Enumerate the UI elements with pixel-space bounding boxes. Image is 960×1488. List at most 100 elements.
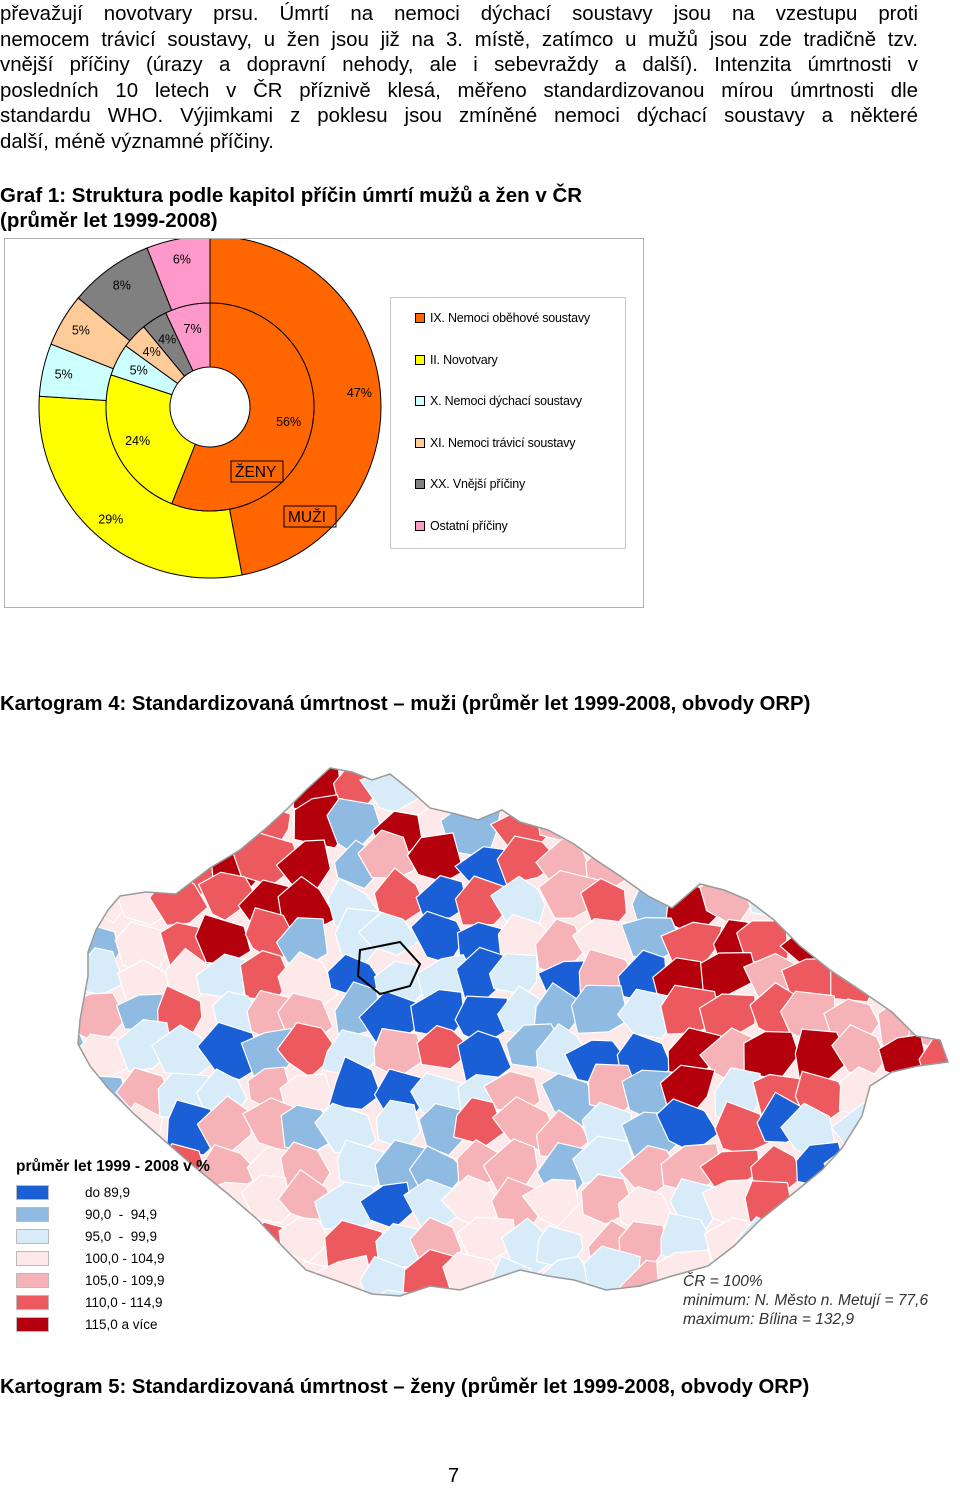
orp-district (36, 844, 93, 891)
orp-district (831, 1181, 880, 1228)
orp-district (195, 802, 252, 847)
orp-district (410, 1299, 464, 1344)
orp-district (831, 953, 875, 1002)
orp-district (403, 750, 453, 775)
orp-district (758, 750, 804, 774)
map-legend-label: 90,0 - 94,9 (85, 1207, 157, 1222)
orp-district (904, 878, 960, 927)
orp-district (577, 1303, 633, 1344)
data-label: 24% (125, 434, 150, 448)
orp-district (618, 790, 675, 847)
orp-district (923, 760, 960, 811)
map-note: ČR = 100% minimum: N. Město n. Metují = … (683, 1272, 928, 1329)
data-label: 4% (143, 345, 161, 359)
map-note-line: minimum: N. Město n. Metují = 77,6 (683, 1291, 928, 1310)
orp-district (700, 767, 761, 819)
map-legend-label: do 89,9 (85, 1185, 130, 1200)
orp-district (485, 767, 549, 814)
orp-district (863, 874, 913, 921)
legend-label: X. Nemoci dýchací soustavy (430, 394, 582, 408)
orp-district (823, 839, 886, 888)
map-legend-swatch (16, 1273, 49, 1288)
map-legend-label: 105,0 - 109,9 (85, 1273, 165, 1288)
legend-label: IX. Nemoci oběhové soustavy (430, 311, 590, 325)
paragraph-line: standardu WHO. Výjimkami z poklesu jsou … (0, 104, 918, 130)
orp-district (374, 750, 425, 765)
orp-district (114, 806, 163, 855)
graph1-title-line1: Graf 1: Struktura podle kapitol příčin ú… (0, 183, 582, 208)
orp-district (781, 802, 836, 852)
orp-district (362, 1290, 424, 1344)
map-legend-swatch (16, 1251, 49, 1266)
orp-district (875, 796, 933, 847)
data-label: 8% (113, 279, 131, 293)
orp-district (279, 1308, 341, 1348)
orp-district (21, 1111, 74, 1158)
legend-item: II. Novotvary (415, 353, 498, 367)
orp-district (783, 836, 838, 888)
orp-district (253, 750, 307, 782)
orp-district (113, 763, 166, 815)
paragraph-line: vnější příčiny (úrazy a dopravní nehody,… (0, 53, 918, 79)
orp-district (36, 917, 89, 967)
orp-district (164, 750, 222, 777)
orp-district (785, 1216, 843, 1273)
chart-legend: IX. Nemoci oběhové soustavy II. Novotvary… (390, 297, 626, 549)
orp-district (745, 804, 808, 854)
orp-district (699, 750, 755, 776)
legend-label: XX. Vnější příčiny (430, 477, 525, 491)
legend-label: Ostatní příčiny (430, 519, 508, 533)
orp-district (114, 750, 182, 769)
map-legend-label: 110,0 - 114,9 (85, 1295, 163, 1310)
map-legend-swatch (16, 1317, 49, 1332)
kartogram4-title: Kartogram 4: Standardizovaná úmrtnost – … (0, 692, 810, 717)
orp-district (277, 750, 331, 777)
orp-district (19, 999, 86, 1050)
orp-district (485, 1296, 544, 1349)
legend-label: II. Novotvary (430, 353, 498, 367)
paragraph-line: další, méně významné příčiny. (0, 130, 918, 156)
map-legend-swatch (16, 1185, 49, 1200)
orp-district (837, 764, 896, 811)
map-legend-label: 95,0 - 99,9 (85, 1229, 157, 1244)
data-label: 7% (184, 322, 202, 336)
orp-district (796, 875, 852, 927)
orp-district (906, 1102, 960, 1147)
orp-district (878, 1216, 922, 1266)
map-legend-item: 100,0 - 104,9 (16, 1247, 210, 1269)
paragraph-line: nemocem trávicí soustavy, u žen jsou již… (0, 28, 918, 54)
orp-district (748, 835, 797, 882)
legend-item: XI. Nemoci trávicí soustavy (415, 436, 575, 450)
data-label: 56% (276, 415, 301, 429)
orp-district (585, 775, 639, 818)
orp-district (653, 750, 712, 767)
orp-district (203, 1254, 270, 1305)
series-label-text: MUŽI (288, 509, 326, 526)
legend-label: XI. Nemoci trávicí soustavy (430, 436, 575, 450)
orp-district (235, 1293, 296, 1334)
orp-district (668, 806, 718, 855)
orp-district (34, 955, 89, 1014)
orp-district (916, 1148, 960, 1197)
map-legend-swatch (16, 1295, 49, 1310)
body-paragraph: převažují novotvary prsu. Úmrtí na nemoc… (0, 2, 918, 155)
series-label-zeny: ŽENY (231, 461, 283, 482)
orp-district (423, 761, 471, 808)
data-label: 5% (55, 367, 73, 381)
orp-district (877, 766, 930, 806)
orp-district (456, 757, 517, 806)
legend-item: IX. Nemoci oběhové soustavy (415, 311, 590, 325)
legend-swatch (415, 396, 425, 406)
orp-district (322, 1296, 385, 1347)
orp-district (912, 924, 960, 964)
orp-district (918, 806, 960, 852)
orp-district (36, 812, 96, 853)
map-legend-item: 95,0 - 99,9 (16, 1225, 210, 1247)
data-label: 5% (72, 324, 90, 338)
series-label-text: ŽENY (235, 464, 276, 481)
legend-item: Ostatní příčiny (415, 519, 508, 533)
orp-district (833, 867, 889, 929)
legend-swatch (415, 479, 425, 489)
